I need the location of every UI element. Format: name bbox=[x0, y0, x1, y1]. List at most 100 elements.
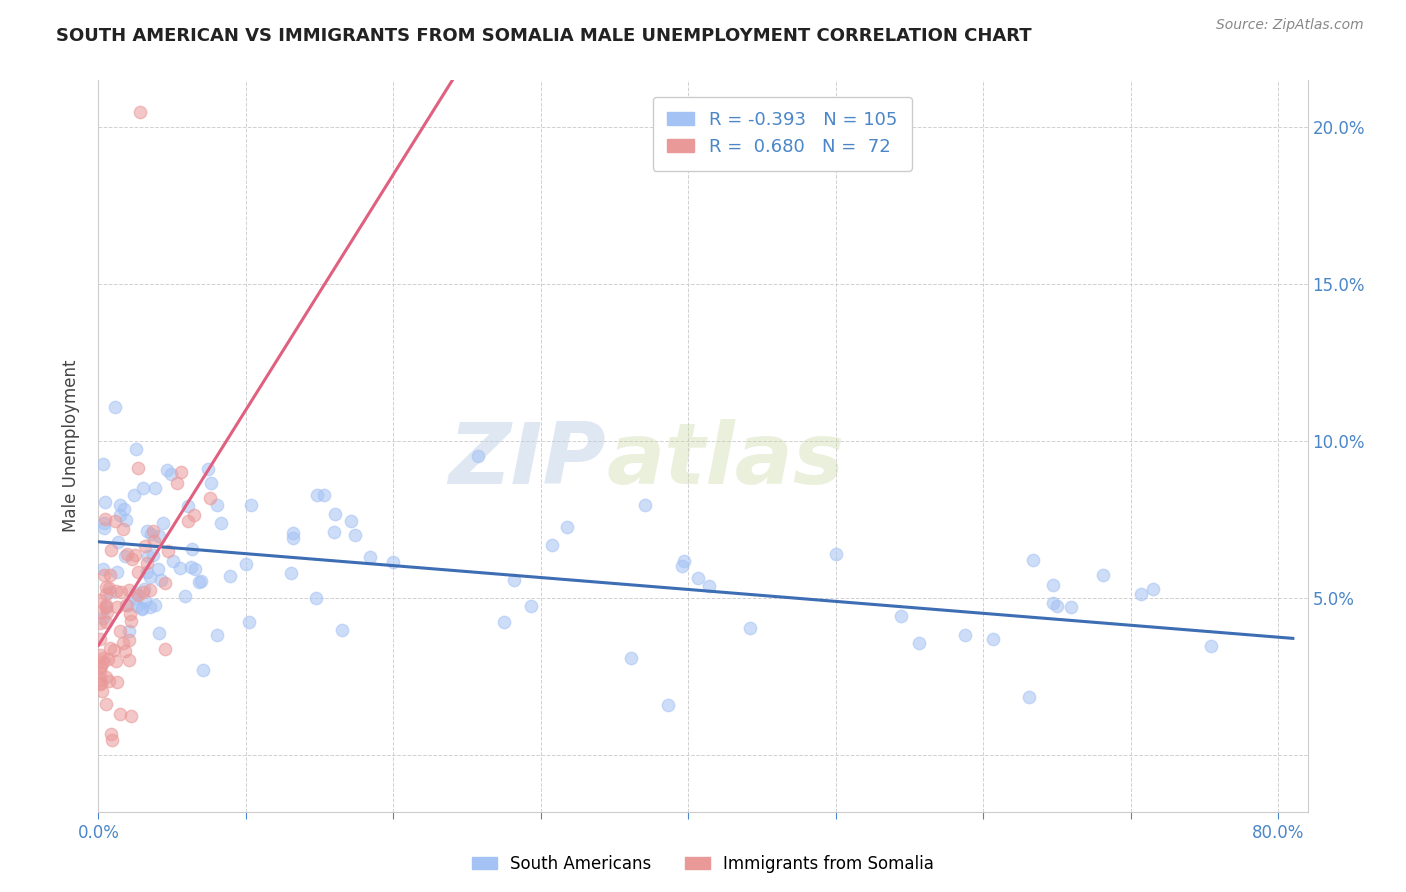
Point bbox=[115, 513, 138, 527]
Point bbox=[121, 552, 143, 566]
Point bbox=[91, 651, 114, 665]
Point bbox=[91, 683, 114, 698]
Point bbox=[323, 508, 346, 522]
Point bbox=[139, 599, 162, 614]
Point bbox=[121, 709, 143, 723]
Point bbox=[127, 461, 149, 475]
Text: atlas: atlas bbox=[606, 419, 845, 502]
Point bbox=[134, 594, 156, 608]
Point bbox=[89, 677, 111, 691]
Point bbox=[339, 514, 361, 528]
Point bbox=[671, 558, 693, 573]
Point bbox=[180, 559, 202, 574]
Point bbox=[205, 498, 228, 512]
Point bbox=[124, 549, 146, 563]
Point bbox=[89, 632, 111, 646]
Point bbox=[160, 467, 183, 481]
Point bbox=[136, 524, 159, 538]
Point bbox=[235, 558, 257, 572]
Point bbox=[114, 644, 136, 658]
Point bbox=[307, 488, 329, 502]
Point bbox=[93, 516, 115, 531]
Point bbox=[108, 499, 131, 513]
Point bbox=[105, 565, 128, 579]
Point bbox=[90, 676, 112, 690]
Point bbox=[89, 648, 111, 662]
Point bbox=[134, 539, 156, 553]
Point bbox=[281, 526, 304, 541]
Point bbox=[138, 570, 160, 584]
Point bbox=[1129, 587, 1152, 601]
Point bbox=[104, 654, 127, 668]
Point bbox=[148, 528, 170, 542]
Point bbox=[105, 600, 128, 615]
Point bbox=[1042, 596, 1064, 610]
Point bbox=[162, 554, 184, 568]
Point bbox=[131, 601, 153, 615]
Point bbox=[152, 516, 174, 530]
Point bbox=[100, 727, 122, 741]
Point bbox=[219, 568, 242, 582]
Point bbox=[96, 598, 118, 612]
Point bbox=[634, 498, 657, 512]
Point bbox=[1046, 599, 1069, 614]
Point bbox=[143, 481, 166, 495]
Point bbox=[89, 661, 111, 675]
Point bbox=[166, 475, 188, 490]
Point bbox=[174, 589, 197, 603]
Point bbox=[330, 623, 353, 637]
Point bbox=[107, 534, 129, 549]
Point bbox=[148, 626, 170, 640]
Point bbox=[541, 538, 564, 552]
Point bbox=[131, 601, 153, 615]
Point bbox=[112, 501, 135, 516]
Point bbox=[128, 104, 150, 119]
Point bbox=[103, 642, 125, 657]
Point bbox=[105, 584, 128, 599]
Point bbox=[1060, 599, 1083, 614]
Point bbox=[824, 547, 846, 561]
Point bbox=[98, 568, 121, 582]
Point bbox=[122, 488, 145, 502]
Point bbox=[118, 632, 141, 647]
Point bbox=[104, 514, 127, 528]
Point bbox=[108, 624, 131, 639]
Point bbox=[142, 548, 165, 562]
Point bbox=[98, 585, 121, 599]
Point bbox=[657, 698, 679, 713]
Point bbox=[96, 600, 118, 615]
Point bbox=[136, 565, 159, 579]
Point bbox=[170, 465, 193, 479]
Point bbox=[198, 491, 221, 506]
Point bbox=[148, 561, 170, 575]
Point bbox=[907, 635, 929, 649]
Point bbox=[89, 659, 111, 673]
Point bbox=[103, 400, 125, 414]
Point bbox=[382, 556, 405, 570]
Point bbox=[136, 556, 159, 570]
Point bbox=[97, 652, 120, 666]
Point bbox=[93, 567, 115, 582]
Point bbox=[1142, 582, 1164, 596]
Point bbox=[240, 498, 263, 512]
Text: ZIP: ZIP bbox=[449, 419, 606, 502]
Point bbox=[125, 586, 148, 600]
Point bbox=[890, 609, 912, 624]
Point bbox=[1199, 639, 1222, 653]
Point bbox=[180, 542, 202, 557]
Point bbox=[94, 698, 117, 712]
Point bbox=[96, 605, 118, 619]
Point bbox=[127, 599, 149, 613]
Point bbox=[156, 463, 179, 477]
Point bbox=[121, 614, 143, 628]
Point bbox=[101, 732, 124, 747]
Point bbox=[1091, 568, 1114, 582]
Point bbox=[955, 628, 977, 642]
Point bbox=[132, 582, 155, 597]
Point bbox=[150, 574, 173, 588]
Point bbox=[89, 672, 111, 686]
Point bbox=[344, 527, 367, 541]
Point bbox=[91, 562, 114, 576]
Point bbox=[118, 652, 141, 666]
Point bbox=[238, 615, 260, 629]
